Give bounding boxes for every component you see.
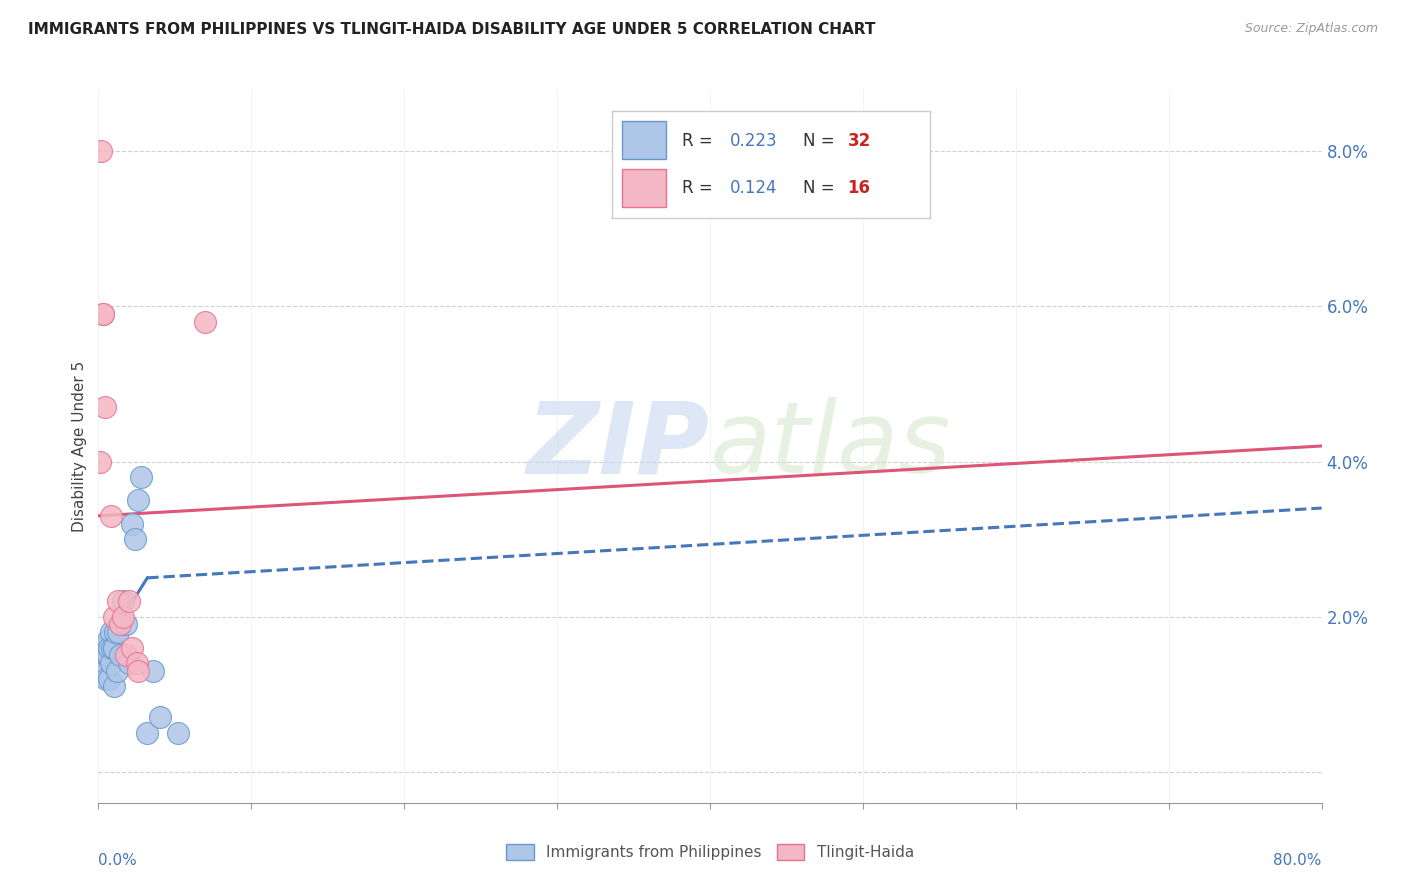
Point bbox=[118, 656, 141, 670]
Point bbox=[108, 648, 131, 663]
Point bbox=[100, 625, 122, 640]
Text: 0.0%: 0.0% bbox=[98, 853, 138, 868]
Point bbox=[115, 617, 138, 632]
Point bbox=[91, 307, 114, 321]
Point bbox=[108, 617, 131, 632]
Point bbox=[107, 594, 129, 608]
Point bbox=[91, 656, 114, 670]
Point bbox=[121, 516, 143, 531]
Point bbox=[94, 648, 117, 663]
Point bbox=[93, 664, 115, 678]
Point bbox=[107, 625, 129, 640]
Point bbox=[98, 640, 121, 655]
Point bbox=[111, 594, 134, 608]
Text: Source: ZipAtlas.com: Source: ZipAtlas.com bbox=[1244, 22, 1378, 36]
Point bbox=[129, 470, 152, 484]
Point bbox=[194, 315, 217, 329]
Point bbox=[103, 640, 125, 655]
Point bbox=[89, 640, 111, 655]
Point bbox=[100, 508, 122, 523]
Text: ZIP: ZIP bbox=[527, 398, 710, 494]
Point bbox=[91, 307, 114, 321]
Point bbox=[100, 656, 122, 670]
Point bbox=[103, 609, 125, 624]
Text: 80.0%: 80.0% bbox=[1274, 853, 1322, 868]
Point bbox=[118, 594, 141, 608]
Point bbox=[127, 664, 149, 678]
Point bbox=[97, 632, 120, 647]
Point bbox=[93, 401, 115, 415]
Point bbox=[101, 640, 124, 655]
Point bbox=[97, 648, 120, 663]
Point bbox=[104, 625, 127, 640]
Point bbox=[111, 609, 134, 624]
Point bbox=[89, 454, 111, 468]
Point bbox=[115, 648, 138, 663]
Point bbox=[149, 710, 172, 724]
Point bbox=[90, 145, 112, 159]
Point bbox=[121, 640, 143, 655]
Point bbox=[103, 680, 125, 694]
Point bbox=[90, 648, 112, 663]
Text: IMMIGRANTS FROM PHILIPPINES VS TLINGIT-HAIDA DISABILITY AGE UNDER 5 CORRELATION : IMMIGRANTS FROM PHILIPPINES VS TLINGIT-H… bbox=[28, 22, 876, 37]
Point bbox=[167, 726, 190, 740]
Text: atlas: atlas bbox=[710, 398, 952, 494]
Point bbox=[142, 664, 165, 678]
Point bbox=[136, 726, 159, 740]
Point bbox=[127, 493, 149, 508]
Y-axis label: Disability Age Under 5: Disability Age Under 5 bbox=[72, 360, 87, 532]
Legend: Immigrants from Philippines, Tlingit-Haida: Immigrants from Philippines, Tlingit-Hai… bbox=[501, 838, 920, 866]
Point bbox=[93, 640, 115, 655]
Point bbox=[124, 532, 146, 546]
Point bbox=[94, 672, 117, 686]
Point bbox=[91, 640, 114, 655]
Point bbox=[98, 672, 121, 686]
Point bbox=[125, 656, 148, 670]
Point bbox=[105, 664, 128, 678]
